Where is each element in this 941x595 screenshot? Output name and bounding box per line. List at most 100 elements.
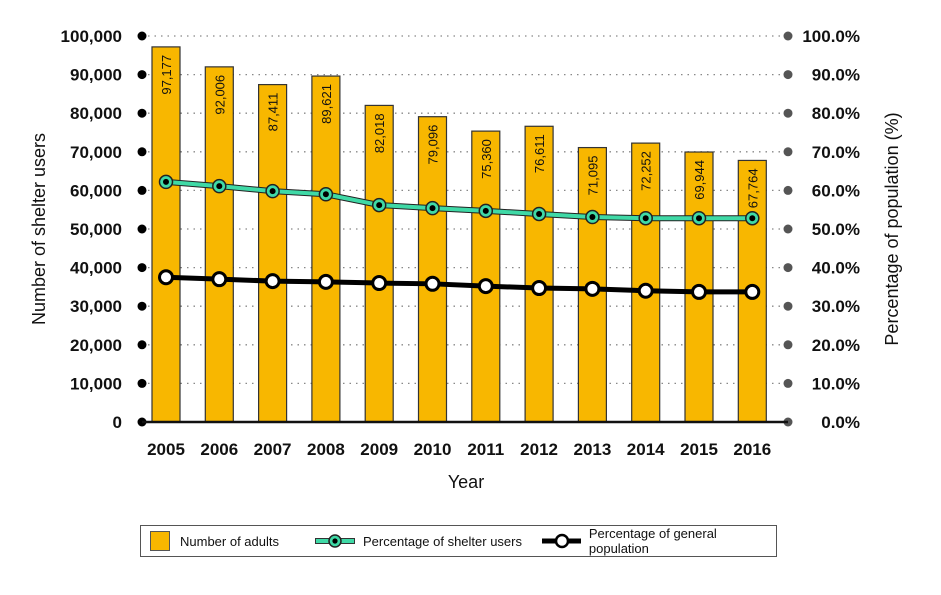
bar-data-label: 82,018 <box>372 113 387 153</box>
data-point <box>158 269 174 286</box>
y-tick-dot <box>137 31 147 41</box>
x-axis-ticks: 2005 2006 2007 2008 2009 2010 2011 2012 2013 2014… <box>147 440 771 459</box>
bar <box>631 142 661 423</box>
bar-data-label: 72,252 <box>639 151 654 191</box>
x-tick-label: 2014 <box>627 440 665 459</box>
y-tick-label: 50,000 <box>70 220 122 239</box>
y-tick-label: 30,000 <box>70 297 122 316</box>
y2-tick-label: 60.0% <box>812 181 860 200</box>
legend-swatch-bar <box>150 531 170 551</box>
data-point-center <box>269 188 276 195</box>
y-tick-label: 20,000 <box>70 336 122 355</box>
series-line <box>165 274 753 295</box>
y-tick-dot <box>137 263 147 273</box>
x-tick-label: 2010 <box>414 440 452 459</box>
series-line <box>165 179 753 221</box>
series-line-outline <box>165 178 753 222</box>
data-point <box>637 282 654 299</box>
y2-tick-label: 100.0% <box>802 27 860 46</box>
y2-tick-label: 80.0% <box>812 104 860 123</box>
bar <box>524 125 554 423</box>
bar-data-label: 76,611 <box>532 134 547 173</box>
data-point <box>371 275 388 292</box>
data-point-center <box>322 191 329 198</box>
x-tick-label: 2012 <box>520 440 558 459</box>
y-tick-dot <box>137 108 147 118</box>
y-tick-dot <box>137 185 147 195</box>
x-tick-label: 2016 <box>733 440 771 459</box>
data-point <box>424 275 441 292</box>
y-tick-label: 40,000 <box>70 259 122 278</box>
data-point <box>477 278 494 295</box>
data-point-center <box>216 183 223 190</box>
x-tick-label: 2011 <box>467 440 504 459</box>
bar-data-label: 89,621 <box>319 84 334 124</box>
legend-label: Number of adults <box>180 533 279 549</box>
legend-item-shelter-users: Percentage of shelter users <box>315 533 542 549</box>
line-series-shelter-users <box>158 174 760 226</box>
y2-tick-label: 90.0% <box>812 66 860 85</box>
bar <box>204 66 234 423</box>
y2-tick-dot <box>783 224 793 234</box>
x-axis-title: Year <box>448 472 484 492</box>
data-point <box>584 280 601 297</box>
data-point-center <box>482 207 489 214</box>
legend-line-marker-icon <box>541 533 581 549</box>
y-tick-dot <box>137 340 147 350</box>
data-point-center <box>642 215 649 222</box>
y-tick-label: 90,000 <box>70 66 122 85</box>
y2-tick-dot <box>783 301 793 311</box>
data-point-center <box>376 202 383 209</box>
x-tick-label: 2007 <box>254 440 292 459</box>
data-point-center <box>749 215 756 222</box>
x-tick-label: 2008 <box>307 440 345 459</box>
bar <box>364 104 394 423</box>
y-tick-label: 100,000 <box>61 27 122 46</box>
legend-line-marker-icon <box>315 534 356 548</box>
data-point <box>744 283 761 300</box>
y2-tick-label: 40.0% <box>812 259 860 278</box>
y2-axis-title: Percentage of population (%) <box>882 112 902 345</box>
data-point <box>317 273 334 290</box>
data-point <box>264 273 281 290</box>
x-tick-label: 2009 <box>360 440 398 459</box>
y2-tick-label: 70.0% <box>812 143 860 162</box>
y2-tick-dot <box>783 340 793 350</box>
y2-tick-label: 10.0% <box>812 374 860 393</box>
legend: Number of adults Percentage of shelter u… <box>140 525 777 557</box>
y-tick-label: 60,000 <box>70 181 122 200</box>
legend-item-adults: Number of adults <box>141 531 315 551</box>
y-tick-dot <box>137 378 147 388</box>
bar-data-label: 87,411 <box>266 93 281 132</box>
data-point-center <box>429 205 436 212</box>
data-point <box>691 283 707 300</box>
y2-tick-label: 20.0% <box>812 336 860 355</box>
x-tick-label: 2005 <box>147 440 185 459</box>
data-point <box>211 271 228 288</box>
bar-data-label: 71,095 <box>585 156 600 196</box>
bar-data-label: 92,006 <box>212 75 227 115</box>
bar-data-label: 97,177 <box>159 55 174 95</box>
y-tick-dot <box>137 224 147 234</box>
y2-tick-dot <box>783 70 793 80</box>
y2-tick-dot <box>783 147 793 157</box>
y2-tick-dot <box>783 185 793 195</box>
data-point-center <box>163 178 169 185</box>
y-axis-title: Number of shelter users <box>29 133 49 325</box>
left-axis: 0 10,000 20,000 30,000 40,000 50,000 60,000 70,… <box>61 27 147 432</box>
bar <box>258 83 288 423</box>
y-tick-label: 0 <box>113 413 122 432</box>
x-tick-label: 2006 <box>200 440 238 459</box>
bar-data-label: 75,360 <box>479 139 494 179</box>
y-tick-label: 70,000 <box>70 143 122 162</box>
data-point-center <box>536 210 543 217</box>
data-point-center <box>589 214 596 221</box>
x-tick-label: 2013 <box>573 440 611 459</box>
y-tick-dot <box>137 147 147 157</box>
y2-tick-label: 0.0% <box>821 413 860 432</box>
bar <box>311 75 341 423</box>
y-tick-label: 10,000 <box>70 374 122 393</box>
y2-tick-label: 50.0% <box>812 220 860 239</box>
y-tick-label: 80,000 <box>70 104 122 123</box>
